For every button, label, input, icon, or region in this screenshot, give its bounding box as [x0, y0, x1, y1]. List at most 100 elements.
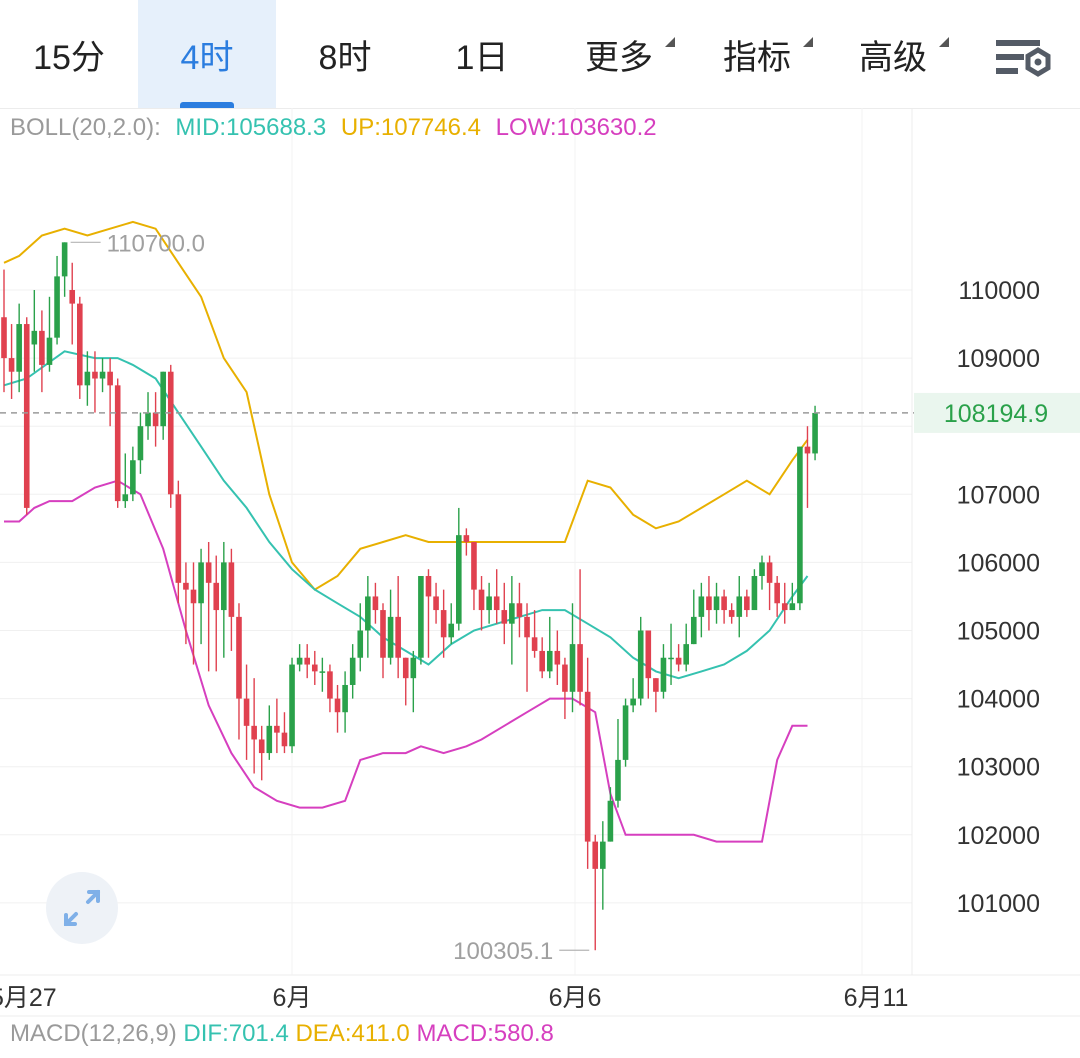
interval-tab-bar: 15分 4时 8时 1日 更多 指标 高级 [0, 0, 1080, 109]
candle [736, 576, 743, 638]
candle [501, 582, 508, 645]
candle [274, 698, 280, 754]
candle [334, 684, 341, 733]
x-tick-label: 6月 [273, 984, 312, 1012]
y-tick-label: 101000 [957, 890, 1040, 918]
candle [804, 426, 811, 508]
candle [721, 589, 727, 624]
tab-3[interactable]: 8时 [276, 0, 414, 108]
candle [372, 582, 379, 624]
candle [357, 603, 364, 672]
candle [152, 392, 159, 447]
active-tab-indicator [180, 102, 234, 108]
candle [653, 678, 659, 713]
candle [478, 576, 485, 631]
expand-button[interactable] [46, 872, 118, 944]
candle [8, 324, 15, 399]
candle [46, 296, 53, 372]
boll-legend-up: UP:107746.4 [340, 114, 481, 141]
macd-legend-name: MACD(12,26,9) [10, 1020, 177, 1047]
candle [706, 576, 712, 631]
y-tick-label: 104000 [957, 686, 1040, 714]
candle [630, 678, 636, 713]
candle [592, 834, 599, 951]
candle [524, 603, 530, 692]
tab-label: 更多 [585, 37, 675, 77]
macd-legend-macd: MACD:580.8 [416, 1020, 554, 1047]
candle [266, 705, 273, 760]
candle [251, 678, 257, 774]
candle [167, 364, 174, 508]
boll-upper-line [3, 220, 809, 591]
y-tick-label: 106000 [957, 549, 1040, 577]
tab-2[interactable]: 4时 [138, 0, 276, 108]
candle [781, 582, 788, 624]
candle [675, 644, 682, 672]
candle [258, 725, 265, 781]
candle [296, 644, 303, 672]
chart-settings-icon[interactable] [994, 36, 1052, 80]
candle [92, 351, 98, 413]
candle [493, 569, 500, 624]
candle [607, 787, 614, 842]
candle [281, 712, 288, 754]
candle [243, 664, 250, 760]
tab-5[interactable]: 更多 [550, 0, 688, 108]
candle [433, 582, 439, 624]
tab-7[interactable]: 高级 [826, 0, 960, 108]
tab-label: 1日 [455, 39, 509, 77]
candle [114, 378, 121, 508]
candle [744, 589, 750, 617]
candle [365, 576, 371, 658]
dropdown-triangle-icon [665, 37, 675, 47]
candle [668, 623, 674, 685]
tab-6[interactable]: 指标 [688, 0, 826, 108]
candle [84, 351, 91, 406]
y-tick-label: 110000 [958, 277, 1040, 305]
high-price-label: 110700.0 [107, 230, 205, 257]
candle [440, 589, 447, 658]
y-tick-label: 109000 [957, 345, 1040, 373]
macd-legend-dea: DEA:411.0 [295, 1020, 410, 1047]
candle [622, 698, 629, 767]
candle [23, 317, 30, 515]
candle [221, 541, 227, 658]
candle [766, 555, 773, 611]
y-tick-label: 105000 [957, 618, 1040, 646]
candle [122, 453, 129, 508]
low-price-label: 100305.1 [453, 938, 553, 965]
candle [584, 657, 591, 869]
candle [660, 644, 667, 699]
candle [410, 650, 417, 713]
candle [448, 603, 455, 645]
y-tick-label: 102000 [957, 822, 1040, 850]
candle [54, 255, 60, 345]
candle [190, 562, 197, 665]
candle [577, 569, 583, 706]
current-price-label: 108194.9 [944, 400, 1048, 428]
x-tick-label: 5月27 [0, 984, 57, 1012]
candle [690, 589, 697, 645]
candle [402, 657, 409, 706]
candle [183, 562, 189, 645]
candle [615, 719, 621, 808]
candle [145, 392, 151, 440]
candle [531, 610, 538, 658]
candle [39, 310, 45, 393]
tab-label: 15分 [33, 39, 105, 77]
candle [539, 637, 545, 679]
candle [637, 616, 644, 706]
tab-label: 8时 [318, 39, 372, 77]
candle [728, 603, 735, 624]
expand-icon [64, 890, 100, 926]
tab-4[interactable]: 1日 [414, 0, 550, 108]
y-tick-label: 103000 [957, 754, 1040, 782]
candle [327, 664, 333, 713]
x-tick-label: 6月11 [844, 984, 909, 1012]
candle [418, 576, 424, 665]
candle [713, 582, 720, 624]
candle [425, 569, 432, 658]
dropdown-triangle-icon [803, 37, 813, 47]
tab-1[interactable]: 15分 [0, 0, 138, 108]
